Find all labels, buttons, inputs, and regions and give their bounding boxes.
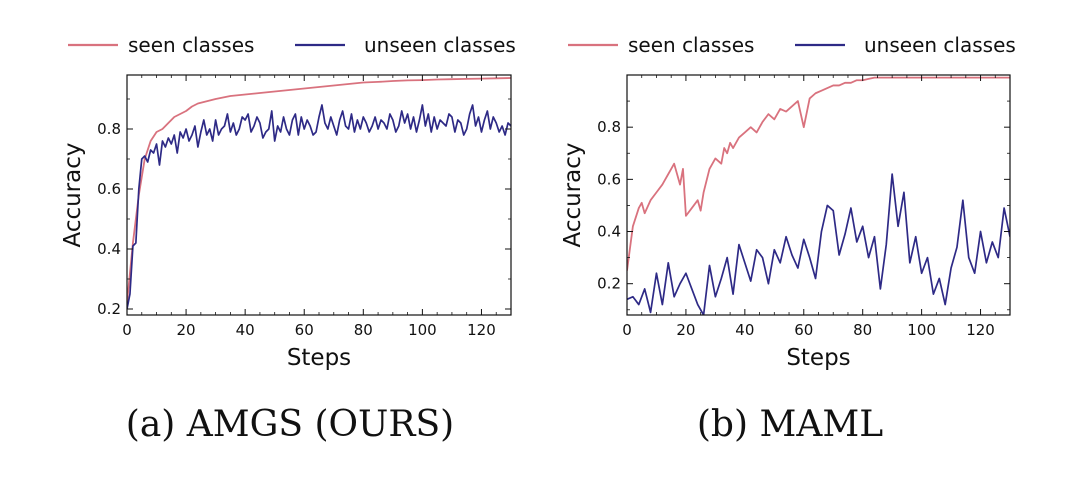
legend-area: seen classes unseen classes seen classes un… [68,33,1016,57]
y-tick-label: 0.8 [597,118,621,136]
series-line-seen [127,77,511,304]
x-tick-label: 120 [966,321,995,339]
x-tick-label: 60 [295,321,314,339]
x-tick-label: 60 [794,321,813,339]
legend-item-unseen: unseen classes [295,33,516,57]
x-tick-label: 0 [122,321,132,339]
x-tick-label: 80 [354,321,373,339]
x-tick-label: 20 [676,321,695,339]
series-line-seen [627,76,1010,271]
y-tick-label: 0.4 [97,240,121,258]
y-tick-label: 0.8 [97,120,121,138]
x-axis-label: Steps [287,345,351,371]
y-tick-label: 0.6 [97,180,121,198]
x-tick-label: 120 [467,321,496,339]
y-axis-label: Accuracy [560,142,586,247]
chart-panel-1: 0 20 40 60 80 100 120 0.2 0.4 0.6 0.8 Steps Accuracy… [560,74,1011,445]
legend-item-seen: seen classes [568,33,754,57]
panel-caption: (a) AMGS (OURS) [126,404,454,445]
y-tick-label: 0.2 [597,275,621,293]
series-line-unseen [127,104,511,310]
series-line-unseen [627,173,1010,315]
plots-area: 0 20 40 60 80 100 120 0.2 0.4 0.6 0.8 Steps Accuracy… [60,74,1011,445]
x-tick-label: 20 [177,321,196,339]
chart-panel-0: 0 20 40 60 80 100 120 0.2 0.4 0.6 0.8 Steps Accuracy… [60,74,512,445]
legend-label-seen: seen classes [628,33,754,57]
legend-label-seen: seen classes [128,33,254,57]
y-tick-label: 0.6 [597,170,621,188]
y-axis-label: Accuracy [60,142,86,247]
x-tick-label: 40 [735,321,754,339]
panel-caption: (b) MAML [697,404,883,445]
x-tick-label: 80 [853,321,872,339]
y-tick-label: 0.4 [597,223,621,241]
x-tick-label: 40 [236,321,255,339]
y-tick-label: 0.2 [97,300,121,318]
legend-label-unseen: unseen classes [364,33,516,57]
x-axis-label: Steps [786,345,850,371]
x-tick-label: 100 [907,321,936,339]
legend-item-seen: seen classes [68,33,254,57]
legend-item-unseen: unseen classes [795,33,1016,57]
x-tick-label: 100 [408,321,437,339]
legend-label-unseen: unseen classes [864,33,1016,57]
x-tick-label: 0 [622,321,632,339]
